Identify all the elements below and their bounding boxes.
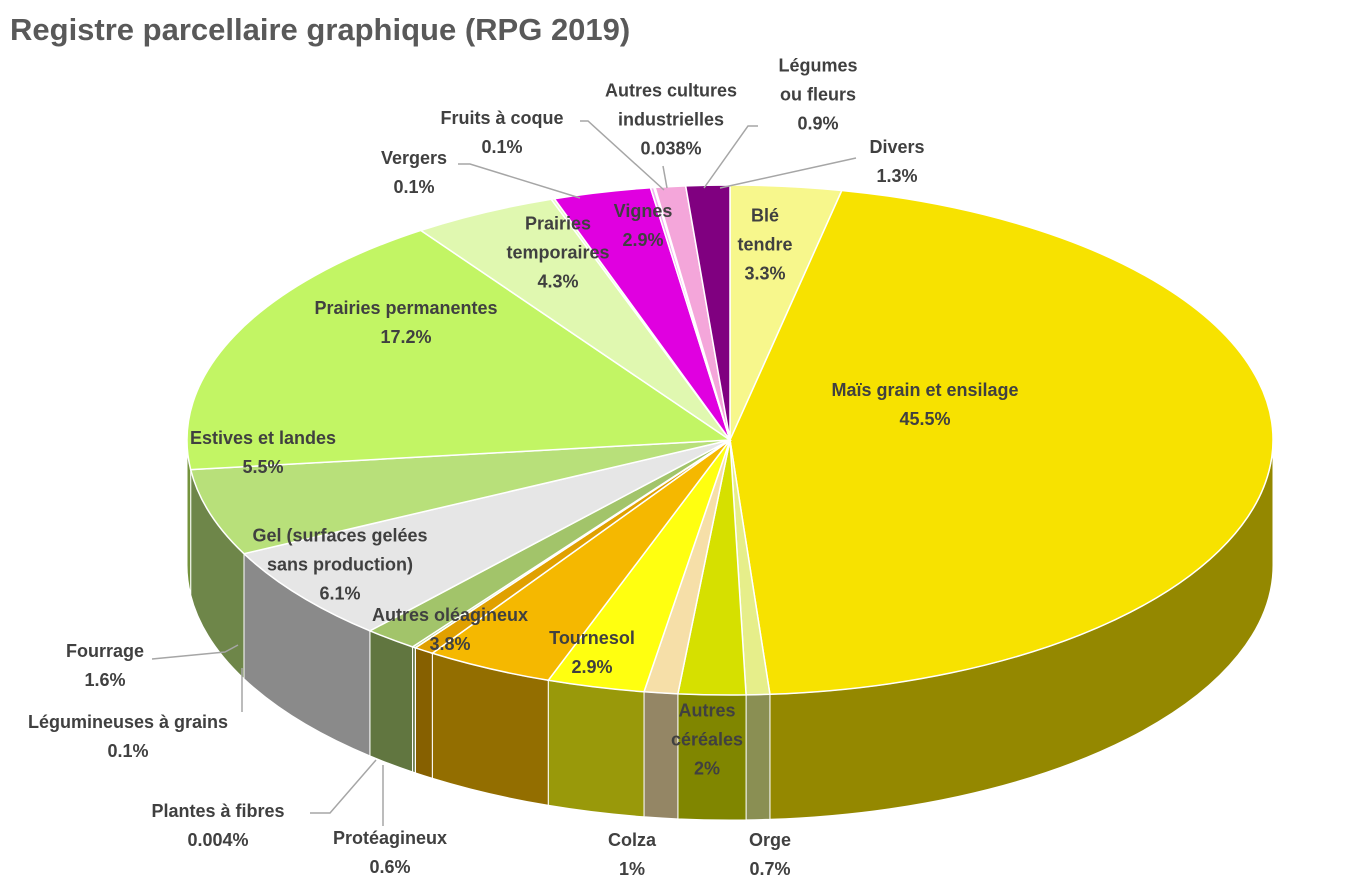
category-label: Prairies permanentes <box>314 298 498 318</box>
slice-tops <box>186 184 1274 696</box>
slice-label: Maïs grain et ensilage 45.5% <box>775 376 1075 434</box>
category-label: Plantes à fibres <box>151 801 285 821</box>
value-label: 0.9% <box>797 113 839 134</box>
value-label: 45.5% <box>899 409 951 429</box>
leader-line <box>662 165 668 189</box>
category-label: Gel (surfaces gelées sans production) <box>252 525 428 575</box>
slice-label: Légumes ou fleurs 0.9% <box>768 52 868 139</box>
slice-label: Prairies permanentes 17.2% <box>276 294 536 352</box>
slice-label: Orge 0.7% <box>730 826 810 884</box>
category-label: Fourrage <box>65 641 144 661</box>
category-label: Tournesol <box>549 628 635 648</box>
slice <box>684 184 731 441</box>
slice-side <box>745 693 771 821</box>
slice-label: Autres céréales 2% <box>667 697 747 784</box>
slice <box>186 229 733 471</box>
value-label: 0.1% <box>107 741 149 761</box>
slice-label: Divers 1.3% <box>847 133 947 191</box>
slice-side <box>547 679 645 818</box>
slice <box>189 439 731 555</box>
leader-line <box>719 157 857 189</box>
slice-label: Autres oléagineux 3.8% <box>350 601 550 659</box>
slice-label: Légumineuses à grains 0.1% <box>0 708 258 766</box>
value-label: 6.1% <box>319 583 361 604</box>
value-label: 3.3% <box>744 263 786 284</box>
leader-line <box>310 759 377 814</box>
value-label: 1.6% <box>84 670 126 690</box>
slice-side <box>414 647 433 779</box>
value-label: 0.6% <box>369 857 411 877</box>
category-label: Blé tendre <box>737 205 793 255</box>
leader-line <box>458 163 581 199</box>
category-label: Protéagineux <box>332 828 448 848</box>
category-label: Vignes <box>613 201 673 221</box>
value-label: 0.004% <box>187 830 249 850</box>
category-label: Estives et landes <box>189 428 337 448</box>
slice-label: Estives et landes 5.5% <box>163 424 363 482</box>
category-label: Légumineuses à grains <box>27 712 229 732</box>
slice-label: Gel (surfaces gelées sans production) 6.1… <box>230 522 450 609</box>
leader-line <box>580 120 665 191</box>
category-label: Colza <box>607 830 656 850</box>
slice-label: Fruits à coque 0.1% <box>417 104 587 162</box>
leaders <box>151 120 857 826</box>
category-label: Fruits à coque <box>440 108 564 128</box>
slice-label: Prairies temporaires 4.3% <box>498 210 618 297</box>
category-label: Autres oléagineux <box>371 605 529 625</box>
value-label: 4.3% <box>537 271 579 292</box>
slice <box>242 439 731 632</box>
slice-label: Colza 1% <box>592 826 672 884</box>
category-label: Maïs grain et ensilage <box>831 380 1019 400</box>
category-label: Orge <box>748 830 791 850</box>
slice-label: Blé tendre 3.3% <box>725 202 805 289</box>
value-label: 17.2% <box>380 327 432 347</box>
category-label: Légumes ou fleurs <box>778 55 858 105</box>
category-label: Vergers <box>380 148 448 168</box>
value-label: 2% <box>693 758 720 779</box>
value-label: 5.5% <box>242 457 284 477</box>
category-label: Autres cultures industrielles <box>604 80 738 130</box>
slice-label: Fourrage 1.6% <box>45 637 165 695</box>
leader-line <box>703 125 758 189</box>
value-label: 1% <box>618 859 645 879</box>
slice-label: Plantes à fibres 0.004% <box>118 797 318 855</box>
category-label: Divers <box>869 137 925 157</box>
slice-label: Tournesol 2.9% <box>532 624 652 682</box>
value-label: 0.038% <box>640 138 702 159</box>
value-label: 0.1% <box>481 137 523 157</box>
category-label: Prairies temporaires <box>506 213 610 263</box>
category-label: Autres céréales <box>670 700 744 750</box>
slice-label: Autres cultures industrielles 0.038% <box>586 77 756 164</box>
slice-label: Protéagineux 0.6% <box>310 824 470 882</box>
value-label: 1.3% <box>876 166 918 186</box>
slice <box>729 189 1274 696</box>
value-label: 0.7% <box>749 859 791 879</box>
value-label: 0.1% <box>393 177 435 197</box>
value-label: 2.9% <box>622 230 664 250</box>
slice-label: Vergers 0.1% <box>364 144 464 202</box>
leader-line <box>151 644 239 660</box>
chart-title: Registre parcellaire graphique (RPG 2019… <box>10 12 631 47</box>
slice-sides <box>186 439 1274 821</box>
slice-label: Vignes 2.9% <box>608 197 678 255</box>
value-label: 3.8% <box>429 634 471 654</box>
value-label: 2.9% <box>571 657 613 677</box>
